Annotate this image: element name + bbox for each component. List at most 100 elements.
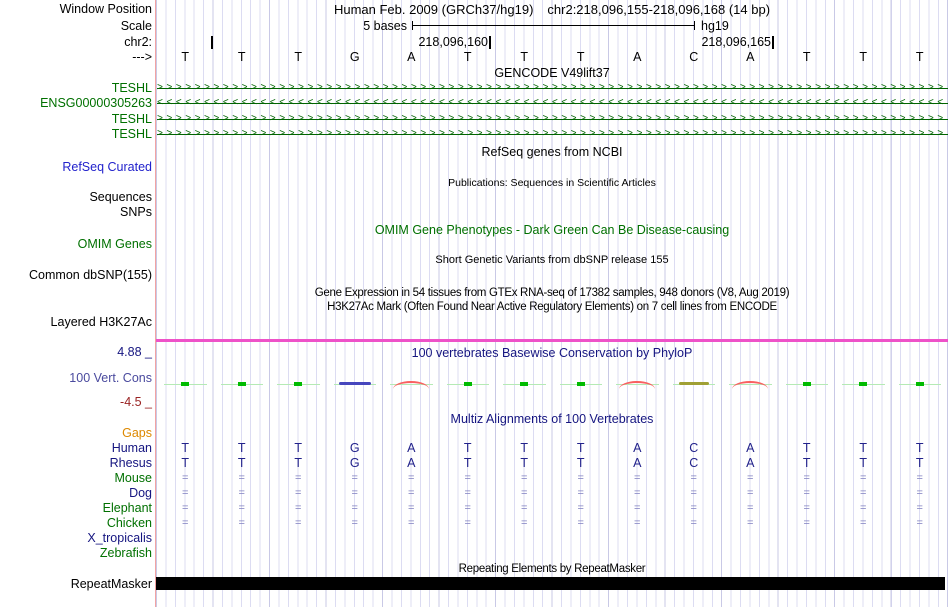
strand-arrows-right: >>>>>>>>>>>>>>>>>>>>>>>>>>>>>>>>>>>>>>>>…	[157, 129, 947, 140]
alignment-match: =	[577, 487, 584, 499]
multiz-track-title[interactable]: Multiz Alignments of 100 Vertebrates	[450, 412, 654, 426]
alignment-base: G	[349, 456, 360, 470]
refseq-curated-label[interactable]: RefSeq Curated	[62, 160, 152, 174]
gencode-gene-label[interactable]: TESHL	[111, 112, 152, 126]
dbsnp-label[interactable]: Common dbSNP(155)	[29, 268, 152, 282]
alignment-base: T	[915, 441, 924, 455]
sequence-base[interactable]: T	[237, 50, 246, 64]
phylop-mark[interactable]	[214, 377, 271, 391]
multiz-species-label[interactable]: Rhesus	[109, 456, 152, 470]
alignment-match: =	[747, 472, 754, 484]
multiz-species-label[interactable]: Zebrafish	[99, 546, 152, 560]
gencode-gene-row[interactable]: >>>>>>>>>>>>>>>>>>>>>>>>>>>>>>>>>>>>>>>>…	[157, 112, 948, 127]
multiz-species-label[interactable]: Mouse	[114, 471, 152, 485]
alignment-match: =	[238, 502, 245, 514]
alignment-match: =	[690, 487, 697, 499]
multiz-species-label[interactable]: Elephant	[102, 501, 152, 515]
alignment-match: =	[408, 517, 415, 529]
phylop-mark[interactable]	[609, 377, 666, 391]
phylop-track-title[interactable]: 100 vertebrates Basewise Conservation by…	[411, 346, 693, 360]
refseq-track-title[interactable]: RefSeq genes from NCBI	[481, 145, 623, 159]
phylop-signal-track[interactable]	[157, 377, 948, 391]
sequence-base[interactable]: T	[520, 50, 529, 64]
sequence-base[interactable]: A	[633, 50, 642, 64]
phylop-mark[interactable]	[440, 377, 497, 391]
gencode-gene-row[interactable]: >>>>>>>>>>>>>>>>>>>>>>>>>>>>>>>>>>>>>>>>…	[157, 127, 948, 142]
gencode-track-title[interactable]: GENCODE V49lift37	[494, 66, 610, 80]
sequence-base[interactable]: T	[181, 50, 190, 64]
alignment-match: =	[408, 487, 415, 499]
sequence-base[interactable]: T	[463, 50, 472, 64]
layered-h3k27ac-label[interactable]: Layered H3K27Ac	[50, 315, 152, 329]
gencode-gene-label[interactable]: TESHL	[111, 127, 152, 141]
sequence-base[interactable]: T	[802, 50, 811, 64]
phylop-mark[interactable]	[722, 377, 779, 391]
alignment-match: =	[690, 472, 697, 484]
gtex-track-title[interactable]: Gene Expression in 54 tissues from GTEx …	[314, 287, 790, 299]
phylop-mark[interactable]	[327, 377, 384, 391]
sequence-base[interactable]: A	[746, 50, 755, 64]
publications-snps-label[interactable]: SNPs	[120, 205, 152, 219]
alignment-match: =	[295, 502, 302, 514]
publications-sequences-label[interactable]: Sequences	[89, 190, 152, 204]
phylop-mark[interactable]	[553, 377, 610, 391]
phylop-mark[interactable]	[779, 377, 836, 391]
phylop-mark[interactable]	[270, 377, 327, 391]
alignment-match: =	[351, 517, 358, 529]
alignment-base: T	[237, 441, 246, 455]
alignment-base: A	[746, 441, 755, 455]
sequence-base[interactable]: T	[859, 50, 868, 64]
phylop-mark[interactable]	[892, 377, 949, 391]
alignment-match: =	[577, 517, 584, 529]
phylop-mark[interactable]	[157, 377, 214, 391]
gencode-gene-row[interactable]: >>>>>>>>>>>>>>>>>>>>>>>>>>>>>>>>>>>>>>>>…	[157, 81, 948, 96]
publications-track-title[interactable]: Publications: Sequences in Scientific Ar…	[448, 177, 656, 189]
h3k27ac-signal-baseline[interactable]	[156, 339, 948, 342]
omim-track-title[interactable]: OMIM Gene Phenotypes - Dark Green Can Be…	[374, 223, 730, 237]
multiz-species-label[interactable]: Dog	[129, 486, 152, 500]
alignment-base: T	[181, 441, 190, 455]
alignment-match: =	[916, 517, 923, 529]
sequence-base[interactable]: T	[576, 50, 585, 64]
conservation-label[interactable]: 100 Vert. Cons	[69, 371, 152, 385]
omim-genes-label[interactable]: OMIM Genes	[77, 237, 152, 251]
phylop-mark[interactable]	[835, 377, 892, 391]
phylop-mark[interactable]	[666, 377, 723, 391]
phylop-mark[interactable]	[496, 377, 553, 391]
alignment-match: =	[747, 517, 754, 529]
sequence-base[interactable]: C	[689, 50, 699, 64]
sequence-base[interactable]: G	[349, 50, 360, 64]
multiz-row-dog[interactable]: = = = = = = = = = = = = = =	[157, 486, 948, 501]
gencode-gene-row[interactable]: <<<<<<<<<<<<<<<<<<<<<<<<<<<<<<<<<<<<<<<<…	[157, 96, 948, 111]
scale-ruler	[412, 21, 695, 30]
sequence-base[interactable]: T	[294, 50, 303, 64]
multiz-species-label[interactable]: X_tropicalis	[87, 531, 152, 545]
h3k27ac-track-title[interactable]: H3K27Ac Mark (Often Found Near Active Re…	[327, 301, 777, 313]
alignment-match: =	[351, 502, 358, 514]
sequence-base[interactable]: T	[915, 50, 924, 64]
alignment-match: =	[803, 502, 810, 514]
phylop-mark[interactable]	[383, 377, 440, 391]
multiz-row-mouse[interactable]: = = = = = = = = = = = = = =	[157, 471, 948, 486]
gencode-gene-label[interactable]: TESHL	[111, 81, 152, 95]
dbsnp-track-title[interactable]: Short Genetic Variants from dbSNP releas…	[435, 254, 669, 266]
alignment-base: G	[349, 441, 360, 455]
alignment-match: =	[351, 487, 358, 499]
multiz-row-chicken[interactable]: = = = = = = = = = = = = = =	[157, 516, 948, 531]
repeatmasker-label[interactable]: RepeatMasker	[70, 577, 152, 591]
alignment-base: T	[294, 441, 303, 455]
sequence-base[interactable]: A	[407, 50, 416, 64]
strand-arrows-right: >>>>>>>>>>>>>>>>>>>>>>>>>>>>>>>>>>>>>>>>…	[157, 114, 947, 125]
gencode-gene-label[interactable]: ENSG00000305263	[40, 96, 152, 110]
repeatmasker-track-title[interactable]: Repeating Elements by RepeatMasker	[458, 563, 646, 575]
repeatmasker-element-bar[interactable]	[156, 577, 945, 590]
multiz-row-elephant[interactable]: = = = = = = = = = = = = = =	[157, 501, 948, 516]
multiz-species-label[interactable]: Human	[111, 441, 152, 455]
multiz-species-label[interactable]: Chicken	[106, 516, 152, 530]
alignment-match: =	[577, 502, 584, 514]
alignment-base: T	[520, 441, 529, 455]
multiz-species-label[interactable]: Gaps	[122, 426, 152, 440]
